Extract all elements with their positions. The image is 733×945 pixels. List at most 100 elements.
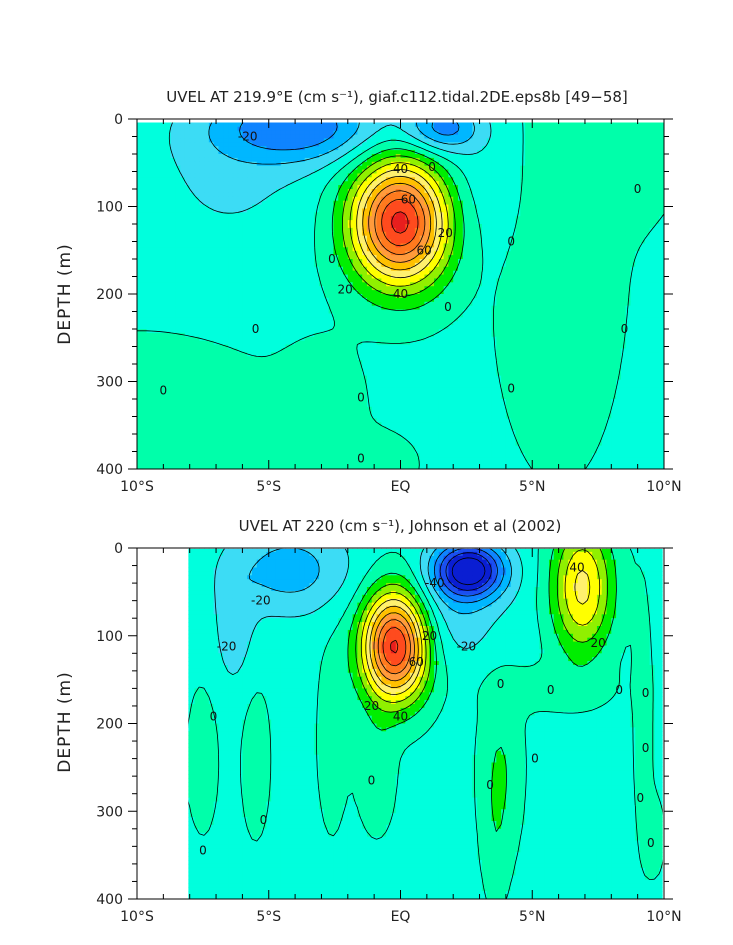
field-cell [496, 157, 502, 163]
field-cell [505, 177, 512, 182]
field-cell [539, 220, 545, 225]
field-cell [467, 126, 473, 132]
field-cell [180, 157, 186, 163]
field-cell [199, 122, 205, 128]
field-cell [434, 239, 440, 245]
field-cell [544, 220, 550, 225]
field-cell [587, 278, 593, 283]
field-cell [228, 200, 234, 206]
field-cell [644, 251, 651, 256]
field-cell [141, 157, 148, 163]
field-cell [472, 259, 478, 264]
field-cell [386, 185, 392, 190]
field-cell [366, 266, 373, 272]
field-cell [462, 122, 469, 124]
field-cell [625, 169, 632, 175]
field-cell [213, 216, 220, 221]
field-cell [328, 122, 335, 128]
field-cell [319, 278, 325, 283]
field-cell [285, 274, 291, 280]
field-cell [582, 161, 588, 167]
field-cell [534, 150, 541, 155]
field-cell [338, 138, 344, 143]
field-cell [390, 255, 397, 260]
field-cell [160, 154, 167, 159]
field-cell [247, 173, 253, 178]
field-cell [156, 247, 162, 252]
field-cell [151, 150, 157, 155]
field-cell [496, 165, 502, 171]
field-cell [304, 216, 311, 221]
field-cell [228, 274, 234, 280]
field-cell [405, 208, 411, 213]
field-cell [419, 231, 426, 237]
field-cell [204, 161, 210, 167]
field-cell [309, 157, 315, 163]
field-cell [577, 255, 584, 260]
field-cell [659, 177, 664, 182]
field-cell [247, 181, 253, 186]
field-cell [299, 165, 306, 171]
field-cell [520, 212, 526, 217]
field-cell [549, 173, 555, 178]
field-cell [295, 259, 301, 264]
field-cell [515, 262, 521, 268]
field-cell [343, 266, 349, 272]
field-cell [486, 212, 493, 217]
field-cell [481, 196, 488, 202]
field-cell [371, 235, 378, 241]
field-cell [625, 204, 632, 210]
field-cell [357, 196, 363, 202]
field-cell [457, 165, 464, 171]
field-cell [596, 235, 603, 241]
field-cell [228, 208, 234, 213]
field-cell [314, 243, 320, 248]
field-cell [151, 138, 157, 143]
field-cell [390, 212, 397, 217]
field-cell [371, 212, 378, 217]
field-cell [137, 157, 143, 163]
field-cell [462, 266, 469, 272]
field-cell [290, 165, 296, 171]
field-cell [261, 294, 267, 299]
field-cell [486, 282, 493, 287]
field-cell [285, 208, 291, 213]
field-cell [582, 259, 588, 264]
field-cell [256, 173, 263, 178]
field-cell [247, 150, 253, 155]
field-cell [481, 185, 488, 190]
field-cell [290, 235, 296, 241]
field-cell [165, 181, 172, 186]
field-cell [376, 282, 382, 287]
field-cell [280, 286, 287, 291]
field-cell [314, 290, 320, 295]
field-cell [381, 154, 387, 159]
field-cell [290, 161, 296, 167]
field-cell [218, 208, 224, 213]
field-cell [467, 282, 473, 287]
field-cell [659, 224, 664, 229]
field-cell [635, 142, 641, 147]
field-cell [319, 177, 325, 182]
field-cell [156, 177, 162, 182]
field-cell [256, 185, 263, 190]
field-cell [338, 157, 344, 163]
field-cell [151, 212, 157, 217]
field-cell [180, 189, 186, 194]
field-cell [314, 235, 320, 241]
field-cell [529, 259, 536, 264]
field-cell [232, 146, 239, 151]
field-cell [529, 262, 536, 268]
field-cell [160, 294, 167, 299]
field-cell [285, 173, 291, 178]
field-cell [438, 169, 445, 175]
field-cell [505, 290, 512, 295]
field-cell [204, 200, 210, 206]
field-cell [424, 251, 430, 256]
field-cell [271, 189, 277, 194]
field-cell [472, 212, 478, 217]
field-cell [376, 122, 382, 124]
field-cell [189, 142, 196, 147]
field-cell [582, 122, 588, 128]
field-cell [285, 165, 291, 171]
